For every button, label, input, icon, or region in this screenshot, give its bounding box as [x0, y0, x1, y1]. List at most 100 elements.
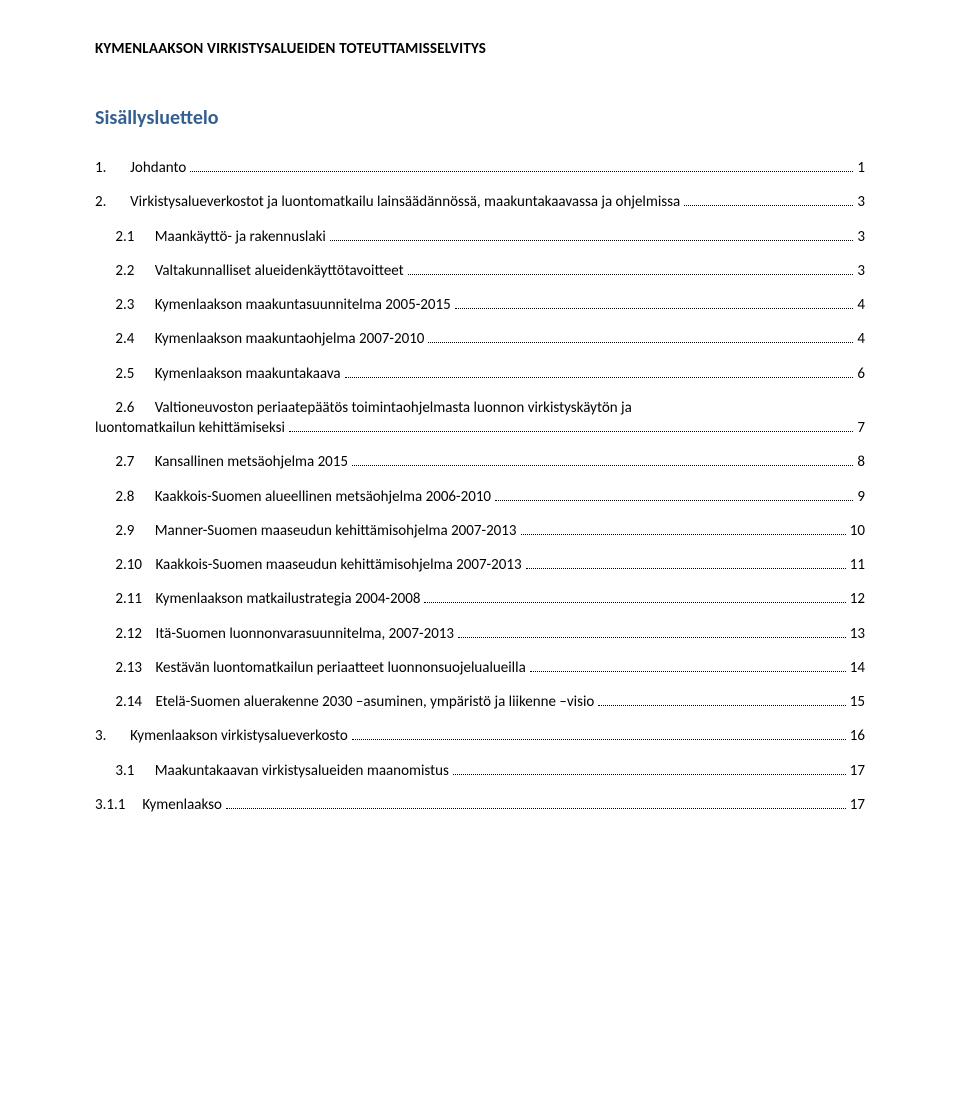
toc-number: 2.12 — [95, 624, 156, 644]
toc-row: 2.11 Kymenlaakson matkailustrategia 2004… — [95, 589, 865, 609]
toc-row: 2.10 Kaakkois-Suomen maaseudun kehittämi… — [95, 555, 865, 575]
toc-row: 2. Virkistysalueverkostot ja luontomatka… — [95, 192, 865, 212]
toc-list: 1. Johdanto 1 2. Virkistysalueverkostot j… — [95, 158, 865, 815]
toc-row: 2.4 Kymenlaakson maakuntaohjelma 2007-20… — [95, 329, 865, 349]
toc-number: 3.1 — [95, 761, 155, 781]
toc-label: Kymenlaakson virkistysalueverkosto — [130, 726, 348, 746]
toc-number: 2.5 — [95, 364, 155, 384]
toc-label: Kymenlaakson maakuntasuunnitelma 2005-20… — [155, 295, 451, 315]
toc-number: 2.10 — [95, 555, 156, 575]
toc-label: Valtioneuvoston periaatepäätös toimintao… — [155, 398, 632, 418]
toc-leader — [190, 159, 853, 172]
toc-leader — [424, 590, 845, 603]
toc-number: 1. — [95, 158, 130, 178]
toc-number: 2.6 — [95, 398, 155, 418]
toc-leader — [352, 727, 846, 740]
toc-number: 2.8 — [95, 487, 155, 507]
toc-leader — [530, 659, 846, 672]
toc-label: Itä-Suomen luonnonvarasuunnitelma, 2007-… — [156, 624, 455, 644]
toc-page-number: 3 — [857, 227, 865, 247]
toc-page-number: 11 — [850, 555, 865, 575]
toc-heading: Sisällysluettelo — [95, 106, 865, 130]
toc-row: 2.6 Valtioneuvoston periaatepäätös toimi… — [95, 398, 865, 439]
toc-number: 2.4 — [95, 329, 155, 349]
toc-number: 2.2 — [95, 261, 155, 281]
toc-label: Valtakunnalliset alueidenkäyttötavoittee… — [155, 261, 404, 281]
toc-leader — [453, 762, 846, 775]
toc-leader — [289, 419, 853, 432]
document-title: KYMENLAAKSON VIRKISTYSALUEIDEN TOTEUTTAM… — [95, 40, 865, 58]
toc-label: Kansallinen metsäohjelma 2015 — [155, 452, 348, 472]
toc-row: 2.9 Manner-Suomen maaseudun kehittämisoh… — [95, 521, 865, 541]
toc-row: 2.3 Kymenlaakson maakuntasuunnitelma 200… — [95, 295, 865, 315]
toc-label: Kaakkois-Suomen maaseudun kehittämisohje… — [156, 555, 522, 575]
toc-label: Maankäyttö- ja rakennuslaki — [155, 227, 326, 247]
toc-number: 2.9 — [95, 521, 155, 541]
toc-row: 2.1 Maankäyttö- ja rakennuslaki 3 — [95, 227, 865, 247]
toc-row: 2.5 Kymenlaakson maakuntakaava 6 — [95, 364, 865, 384]
toc-label: Kymenlaakson matkailustrategia 2004-2008 — [156, 589, 421, 609]
toc-number: 2.13 — [95, 658, 156, 678]
toc-leader — [408, 262, 854, 275]
toc-page-number: 7 — [857, 418, 865, 438]
toc-label: Kestävän luontomatkailun periaatteet luo… — [156, 658, 526, 678]
toc-leader — [345, 365, 854, 378]
toc-page-number: 3 — [857, 192, 865, 212]
toc-page-number: 4 — [857, 329, 865, 349]
toc-label: Virkistysalueverkostot ja luontomatkailu… — [130, 192, 680, 212]
toc-label: Kymenlaakson maakuntakaava — [155, 364, 341, 384]
toc-row: 1. Johdanto 1 — [95, 158, 865, 178]
toc-number: 2.3 — [95, 295, 155, 315]
toc-leader — [455, 296, 854, 309]
toc-label: luontomatkailun kehittämiseksi — [95, 418, 285, 438]
toc-leader — [352, 453, 853, 466]
toc-page-number: 14 — [850, 658, 865, 678]
toc-row: 2.14 Etelä-Suomen aluerakenne 2030 –asum… — [95, 692, 865, 712]
toc-label: Manner-Suomen maaseudun kehittämisohjelm… — [155, 521, 517, 541]
toc-page-number: 15 — [850, 692, 865, 712]
toc-leader — [226, 796, 846, 809]
toc-page-number: 6 — [857, 364, 865, 384]
toc-page-number: 17 — [850, 795, 865, 815]
toc-leader — [458, 625, 846, 638]
toc-page-number: 16 — [850, 726, 865, 746]
toc-page-number: 4 — [857, 295, 865, 315]
toc-leader — [330, 228, 854, 241]
toc-row: 2.12 Itä-Suomen luonnonvarasuunnitelma, … — [95, 624, 865, 644]
toc-label: Kaakkois-Suomen alueellinen metsäohjelma… — [155, 487, 491, 507]
toc-leader — [684, 193, 853, 206]
toc-leader — [598, 693, 845, 706]
toc-label: Kymenlaakson maakuntaohjelma 2007-2010 — [155, 329, 425, 349]
toc-page-number: 1 — [857, 158, 865, 178]
toc-page-number: 12 — [850, 589, 865, 609]
toc-leader — [521, 522, 846, 535]
toc-page-number: 13 — [850, 624, 865, 644]
toc-label: Maakuntakaavan virkistysalueiden maanomi… — [155, 761, 449, 781]
toc-page-number: 9 — [857, 487, 865, 507]
toc-page-number: 17 — [850, 761, 865, 781]
toc-page-number: 3 — [857, 261, 865, 281]
toc-number: 3. — [95, 726, 130, 746]
toc-row: 2.2 Valtakunnalliset alueidenkäyttötavoi… — [95, 261, 865, 281]
toc-row: 2.7 Kansallinen metsäohjelma 2015 8 — [95, 452, 865, 472]
toc-row: 2.13 Kestävän luontomatkailun periaattee… — [95, 658, 865, 678]
toc-leader — [495, 488, 853, 501]
toc-row: 3.1.1 Kymenlaakso 17 — [95, 795, 865, 815]
toc-number: 2.14 — [95, 692, 156, 712]
toc-page-number: 8 — [857, 452, 865, 472]
toc-number: 2.11 — [95, 589, 156, 609]
toc-label: Etelä-Suomen aluerakenne 2030 –asuminen,… — [156, 692, 595, 712]
toc-label: Johdanto — [130, 158, 186, 178]
toc-row: 3.1 Maakuntakaavan virkistysalueiden maa… — [95, 761, 865, 781]
toc-number: 2.7 — [95, 452, 155, 472]
toc-row: 3. Kymenlaakson virkistysalueverkosto 16 — [95, 726, 865, 746]
toc-label: Kymenlaakso — [142, 795, 222, 815]
toc-number: 3.1.1 — [95, 795, 142, 815]
document-page: KYMENLAAKSON VIRKISTYSALUEIDEN TOTEUTTAM… — [0, 0, 960, 869]
toc-leader — [428, 330, 853, 343]
toc-number: 2.1 — [95, 227, 155, 247]
toc-page-number: 10 — [850, 521, 865, 541]
toc-number: 2. — [95, 192, 130, 212]
toc-row: 2.8 Kaakkois-Suomen alueellinen metsäohj… — [95, 487, 865, 507]
toc-leader — [526, 556, 846, 569]
